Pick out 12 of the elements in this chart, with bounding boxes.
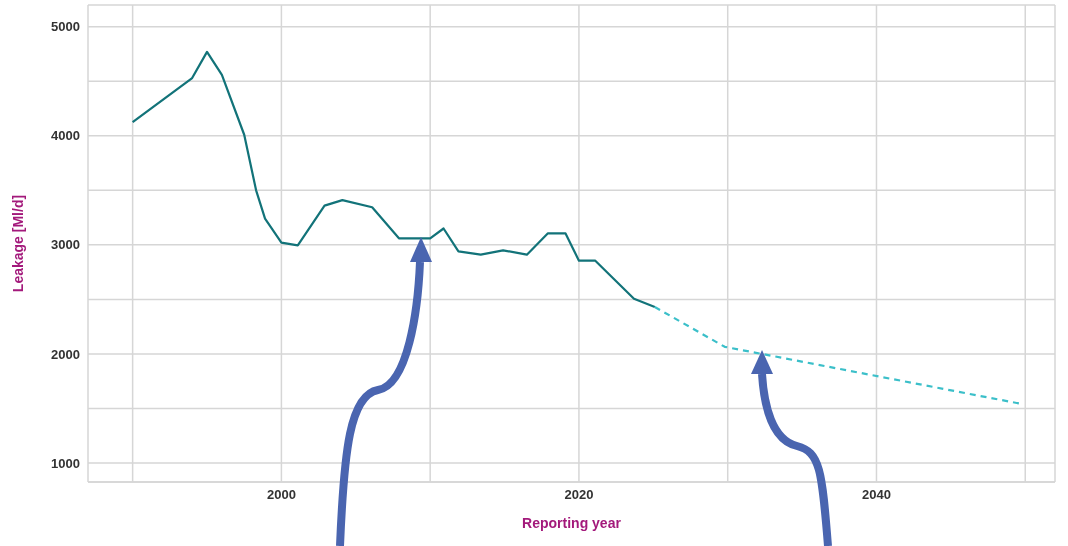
line-series xyxy=(131,50,656,309)
x-tick-label: 2040 xyxy=(862,487,891,503)
y-tick-label: 5000 xyxy=(51,19,80,35)
x-tick-label: 2000 xyxy=(266,487,296,503)
y-tick-label: 2000 xyxy=(51,346,80,362)
line-series xyxy=(653,305,1021,405)
y-axis-title: Leakage [Ml/d] xyxy=(9,194,26,293)
y-tick-label: 1000 xyxy=(51,455,80,471)
y-tick-label: 4000 xyxy=(51,128,80,144)
x-tick-label: 2020 xyxy=(564,487,594,503)
x-axis-title: Reporting year xyxy=(522,515,622,531)
y-tick-label: 3000 xyxy=(51,237,80,253)
